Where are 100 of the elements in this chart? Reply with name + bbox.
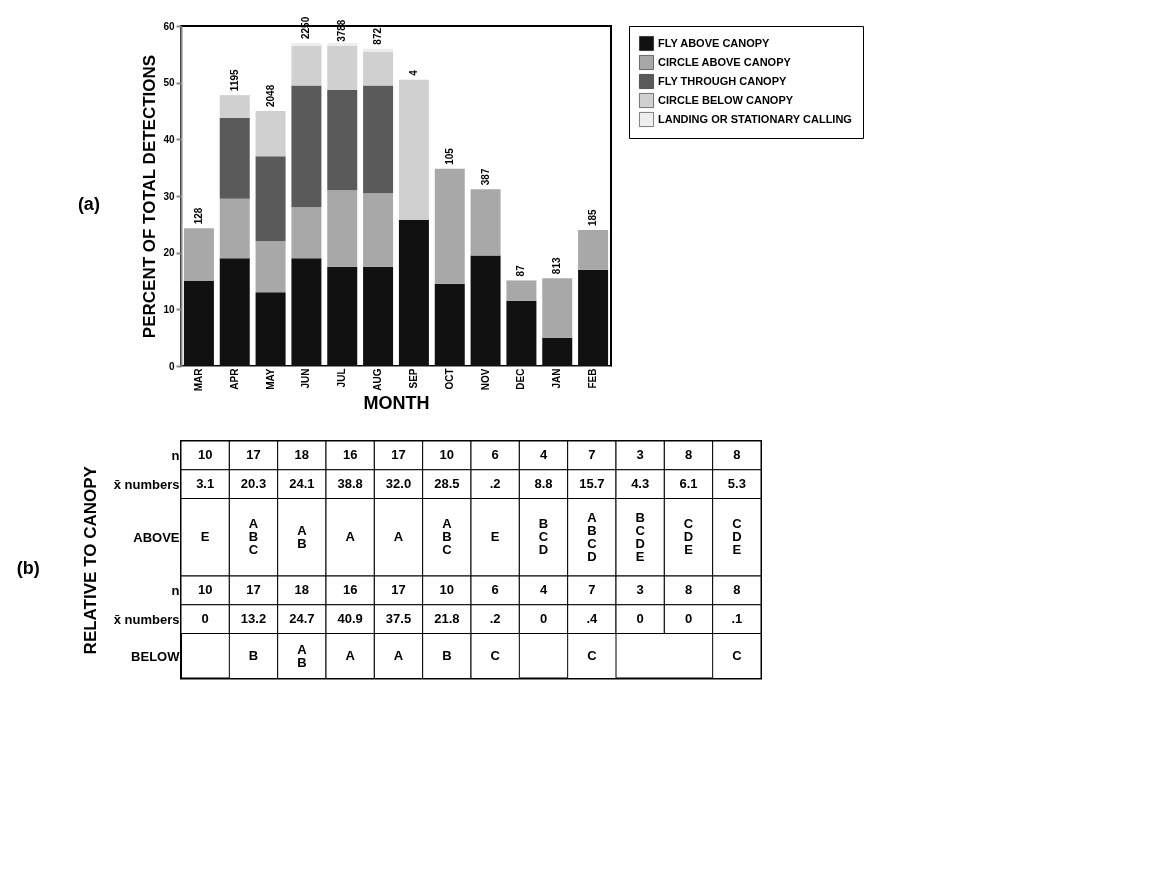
annotation: 1195 <box>228 69 240 92</box>
text: .1 <box>731 611 743 627</box>
x-axis-title: MONTH <box>363 393 430 414</box>
text: 17 <box>391 582 406 598</box>
x-tick-label: OCT <box>443 368 455 390</box>
x-tick-label: APR <box>228 367 240 390</box>
legend-label: CIRCLE ABOVE CANOPY <box>658 55 792 68</box>
annotation: 87 <box>515 264 527 277</box>
bar <box>183 228 214 281</box>
text: 32.0 <box>385 476 412 492</box>
bar <box>219 95 250 118</box>
text: 10 <box>439 582 455 598</box>
y-tick-label: 60 <box>163 20 175 32</box>
bar <box>542 337 573 366</box>
text: 0 <box>539 611 548 627</box>
text: 8 <box>733 447 741 463</box>
annotation: 185 <box>587 208 599 226</box>
text: .2 <box>489 611 501 627</box>
text: (b) <box>16 557 40 578</box>
category-label: n <box>171 447 180 463</box>
y-tick-label: 40 <box>163 133 175 145</box>
bar <box>327 90 358 191</box>
text: A B C <box>248 516 259 558</box>
text: 17 <box>246 447 261 463</box>
text: C <box>732 648 742 663</box>
y-tick-label: 10 <box>163 303 175 315</box>
text: A B <box>297 522 307 551</box>
annotation: 2048 <box>264 84 276 107</box>
text: 0 <box>636 611 644 627</box>
text: A <box>345 648 355 663</box>
text: 10 <box>439 447 455 463</box>
text: 8.8 <box>534 476 553 492</box>
y-tick-label: 0 <box>168 360 175 372</box>
text: .2 <box>489 476 501 492</box>
text: B C D E <box>635 509 645 564</box>
text: 10 <box>197 582 213 598</box>
text: 24.1 <box>289 476 315 492</box>
category-label: BELOW <box>131 648 180 664</box>
x-tick-label: FEB <box>587 368 599 389</box>
text: (a) <box>77 194 100 214</box>
bar <box>434 283 465 366</box>
text: C <box>490 648 500 663</box>
text: 8 <box>684 582 693 598</box>
category-label: ABOVE <box>133 529 180 545</box>
bar <box>363 48 394 52</box>
x-tick-label: MAY <box>264 368 276 390</box>
text: E <box>200 529 210 545</box>
text: B <box>248 648 259 663</box>
annotation: 872. <box>372 24 384 45</box>
text: 40.9 <box>337 611 363 627</box>
bar <box>219 117 250 199</box>
bar <box>291 258 322 366</box>
bar <box>506 300 537 366</box>
text: 10 <box>197 447 213 463</box>
bar <box>434 168 465 284</box>
text: 24.7 <box>289 611 315 627</box>
bar <box>183 281 214 366</box>
bar <box>291 207 322 259</box>
bar <box>219 198 250 259</box>
x-tick-label: NOV <box>479 368 491 391</box>
bar <box>219 258 250 366</box>
x-tick-label: JUN <box>300 368 312 389</box>
x-tick-label: JUL <box>336 368 348 388</box>
text: 7 <box>588 447 596 463</box>
y-tick-label: 20 <box>163 247 175 259</box>
text: 17 <box>391 447 406 463</box>
text: B C D <box>538 516 549 558</box>
bar <box>291 45 322 86</box>
bar <box>363 51 394 86</box>
text: 8 <box>684 447 693 463</box>
text: C <box>587 648 597 663</box>
text: 3 <box>636 447 644 463</box>
bar <box>578 230 609 270</box>
bar <box>506 280 537 301</box>
x-tick-label: DEC <box>515 368 527 390</box>
text: 0 <box>684 611 693 627</box>
text: 6 <box>491 582 499 598</box>
text: 3 <box>636 582 644 598</box>
bar <box>255 292 286 366</box>
bar <box>327 45 358 91</box>
text: 16 <box>342 447 358 463</box>
bar <box>470 189 501 256</box>
x-tick-label: JAN <box>551 368 563 389</box>
bar <box>255 111 286 157</box>
annotation: 105 <box>443 147 455 165</box>
text: C D E <box>683 516 694 558</box>
text: 16 <box>342 582 358 598</box>
text: RELATIVE TO CANOPY <box>80 465 100 655</box>
text: A <box>393 648 404 663</box>
legend-label: CIRCLE BELOW CANOPY <box>658 93 794 106</box>
bar <box>327 43 358 46</box>
bar <box>255 241 286 293</box>
text: E <box>490 529 500 545</box>
annotation: 4 <box>407 69 419 76</box>
bar <box>255 156 286 242</box>
legend-label: LANDING OR STATIONARY CALLING <box>658 112 852 125</box>
bar <box>327 266 358 366</box>
category-label: x̄ numbers <box>113 476 180 492</box>
category-label: n <box>171 582 180 598</box>
text: B <box>442 648 452 663</box>
